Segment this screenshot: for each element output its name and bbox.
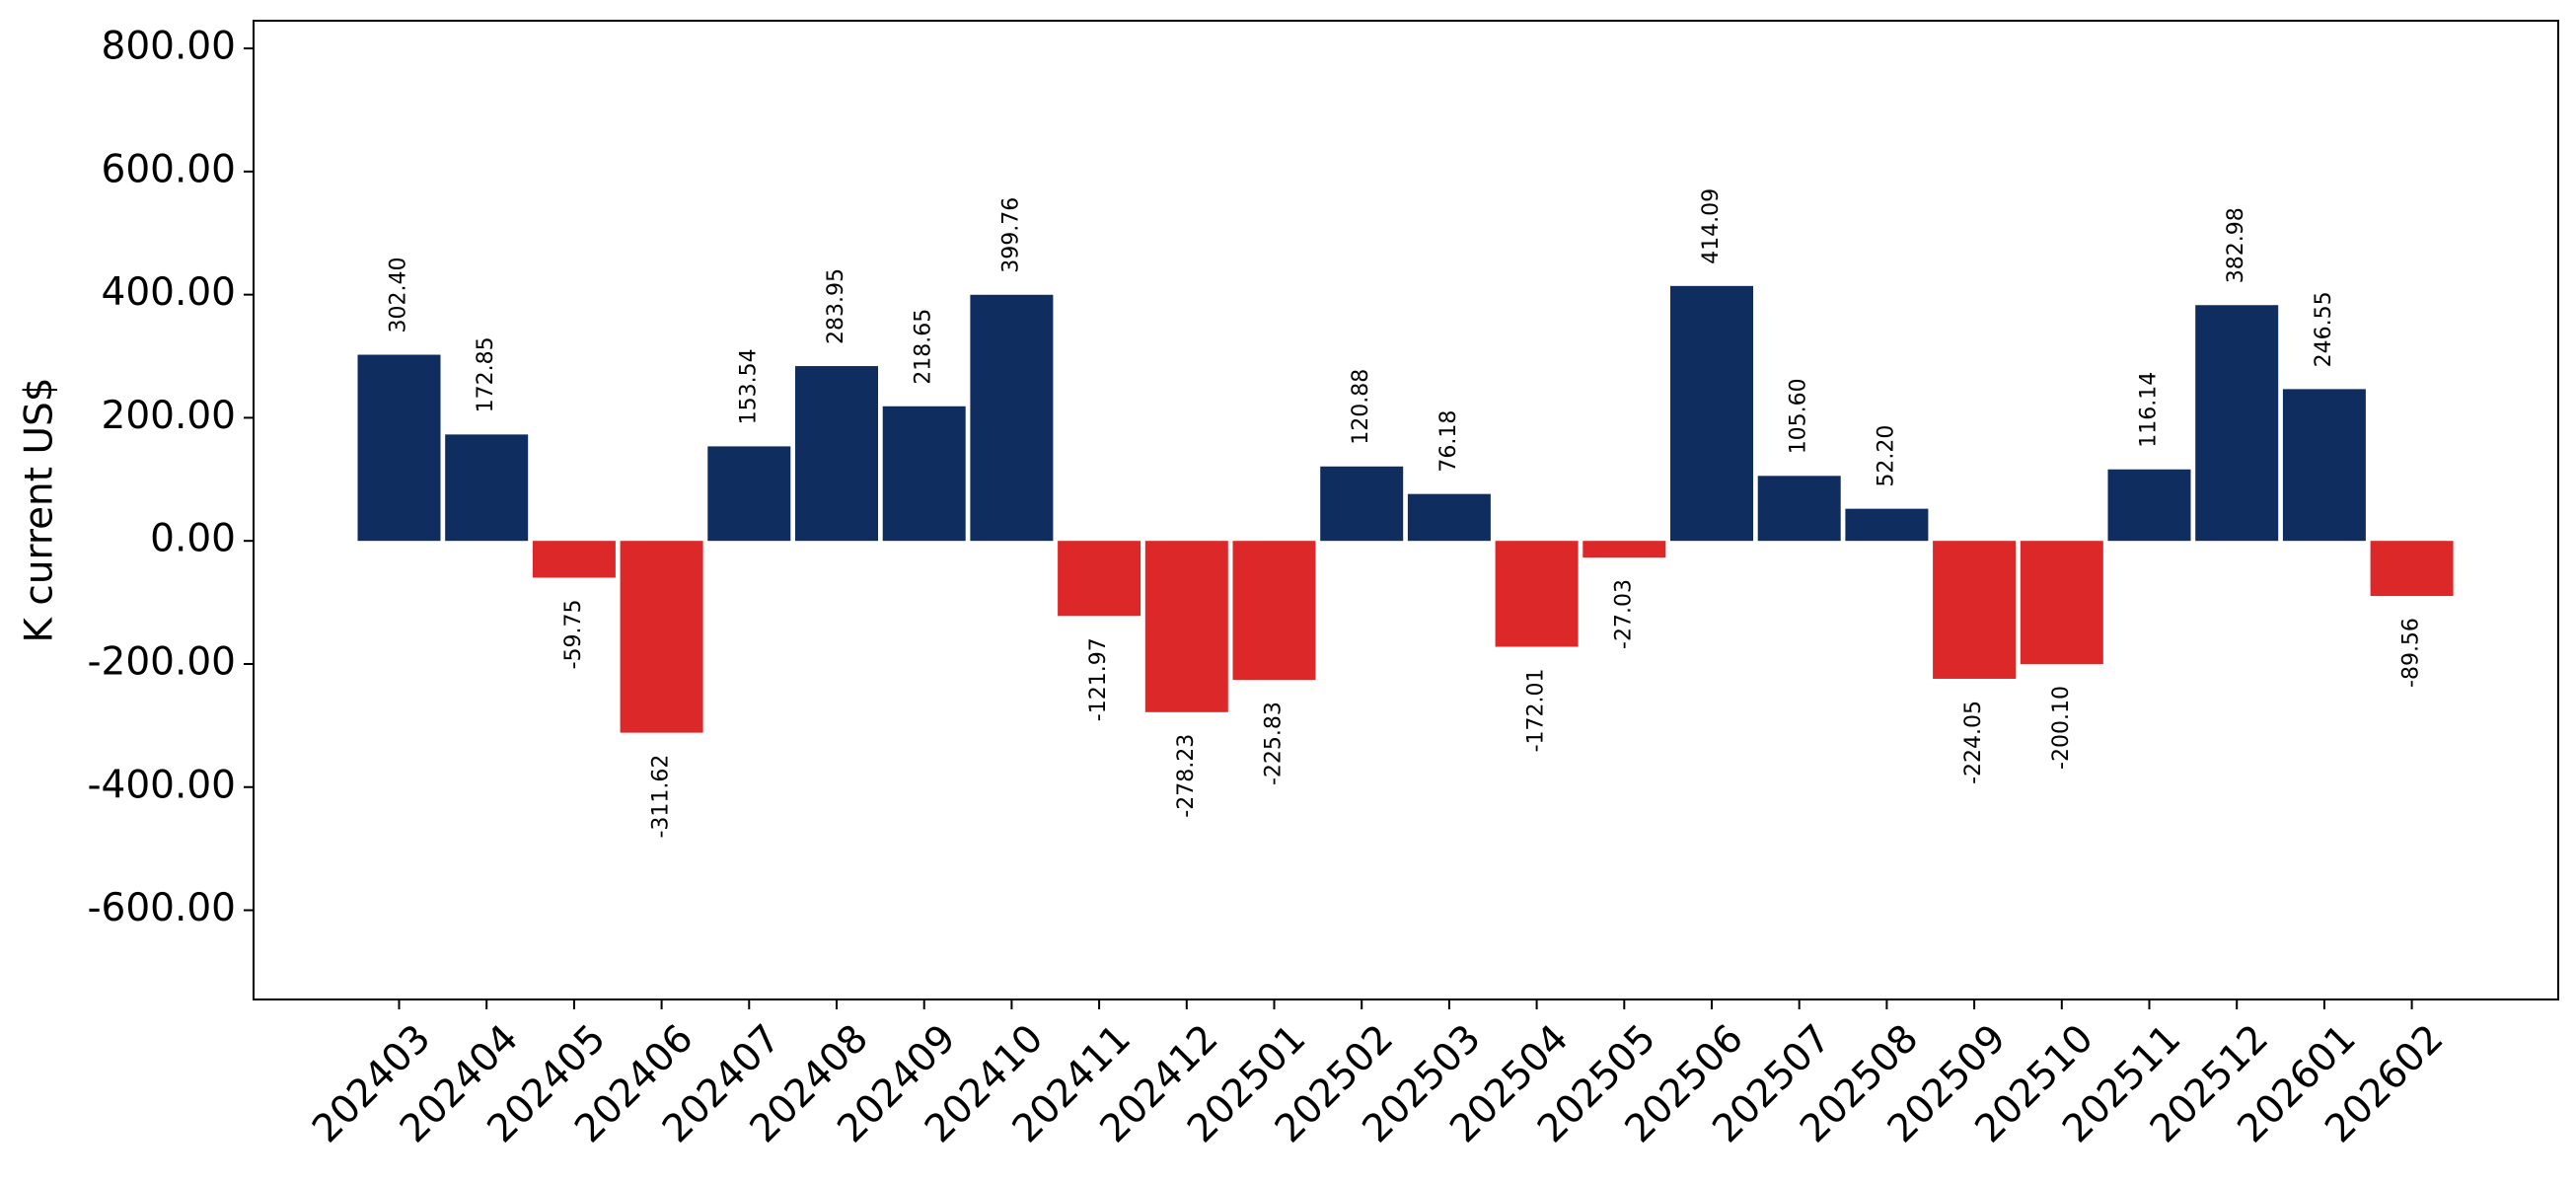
bar-202506 — [1670, 285, 1753, 542]
data-label-202506: 414.09 — [1699, 188, 1724, 264]
y-tick-label: -400.00 — [87, 763, 236, 807]
data-label-202502: 120.88 — [1349, 369, 1373, 445]
bar-202409 — [882, 406, 966, 542]
data-label-202410: 399.76 — [998, 197, 1023, 273]
data-label-202505: -27.03 — [1611, 579, 1636, 649]
bar-202412 — [1144, 541, 1228, 712]
y-tick-label: -600.00 — [87, 886, 236, 930]
data-label-202602: -89.56 — [2399, 618, 2424, 688]
bar-202511 — [2107, 469, 2191, 542]
data-label-202504: -172.01 — [1524, 669, 1549, 753]
bar-202405 — [532, 541, 616, 578]
bar-202407 — [707, 446, 791, 542]
bar-202508 — [1845, 508, 1929, 542]
bar-202410 — [970, 294, 1054, 542]
data-label-202503: 76.18 — [1436, 410, 1461, 473]
y-tick-label: 400.00 — [102, 270, 236, 315]
bar-202504 — [1495, 541, 1579, 647]
bar-202510 — [2020, 541, 2103, 665]
bar-202601 — [2282, 389, 2366, 542]
bar-202505 — [1582, 541, 1666, 558]
bar-202602 — [2370, 541, 2454, 597]
bar-202411 — [1058, 541, 1141, 617]
data-label-202412: -278.23 — [1174, 734, 1199, 818]
y-tick-label: 800.00 — [102, 25, 236, 69]
data-label-202403: 302.40 — [387, 258, 411, 333]
data-label-202511: 116.14 — [2137, 372, 2162, 448]
data-label-202512: 382.98 — [2224, 207, 2248, 283]
data-label-202408: 283.95 — [824, 268, 848, 344]
bar-202403 — [357, 354, 441, 542]
data-label-202411: -121.97 — [1086, 637, 1111, 721]
data-label-202507: 105.60 — [1787, 378, 1811, 454]
bar-202512 — [2195, 305, 2279, 542]
data-label-202501: -225.83 — [1262, 702, 1287, 785]
data-label-202405: -59.75 — [561, 599, 586, 669]
bars-group — [357, 285, 2454, 733]
data-label-202509: -224.05 — [1961, 701, 1986, 784]
data-label-202407: 153.54 — [736, 348, 761, 424]
y-axis: 800.00 600.00 400.00 200.00 0.00 -200.00 -400.… — [87, 25, 254, 930]
bar-202503 — [1407, 493, 1491, 542]
data-label-202406: -311.62 — [649, 755, 674, 839]
bar-202408 — [795, 366, 878, 542]
data-label-202510: -200.10 — [2049, 686, 2074, 770]
bar-202501 — [1232, 541, 1316, 681]
data-labels-group: 302.40 172.85 -59.75 -311.62 153.54 283.95 218… — [387, 188, 2424, 839]
bar-202509 — [1933, 541, 2017, 679]
x-axis: 2024032024042024052024062024072024082024… — [304, 999, 2452, 1151]
data-label-202601: 246.55 — [2312, 291, 2336, 367]
data-label-202404: 172.85 — [474, 336, 498, 412]
y-tick-label: 0.00 — [150, 517, 236, 561]
y-tick-label: 600.00 — [102, 147, 236, 191]
y-tick-label: 200.00 — [102, 394, 236, 438]
y-tick-label: -200.00 — [87, 639, 236, 684]
y-axis-label: K current US$ — [18, 377, 62, 642]
data-label-202409: 218.65 — [912, 309, 936, 385]
plot-frame — [253, 20, 2559, 1000]
bar-202404 — [445, 434, 529, 542]
bar-202507 — [1757, 476, 1841, 542]
bar-202502 — [1320, 466, 1404, 542]
bar-202406 — [620, 541, 703, 733]
data-label-202508: 52.20 — [1874, 425, 1898, 487]
